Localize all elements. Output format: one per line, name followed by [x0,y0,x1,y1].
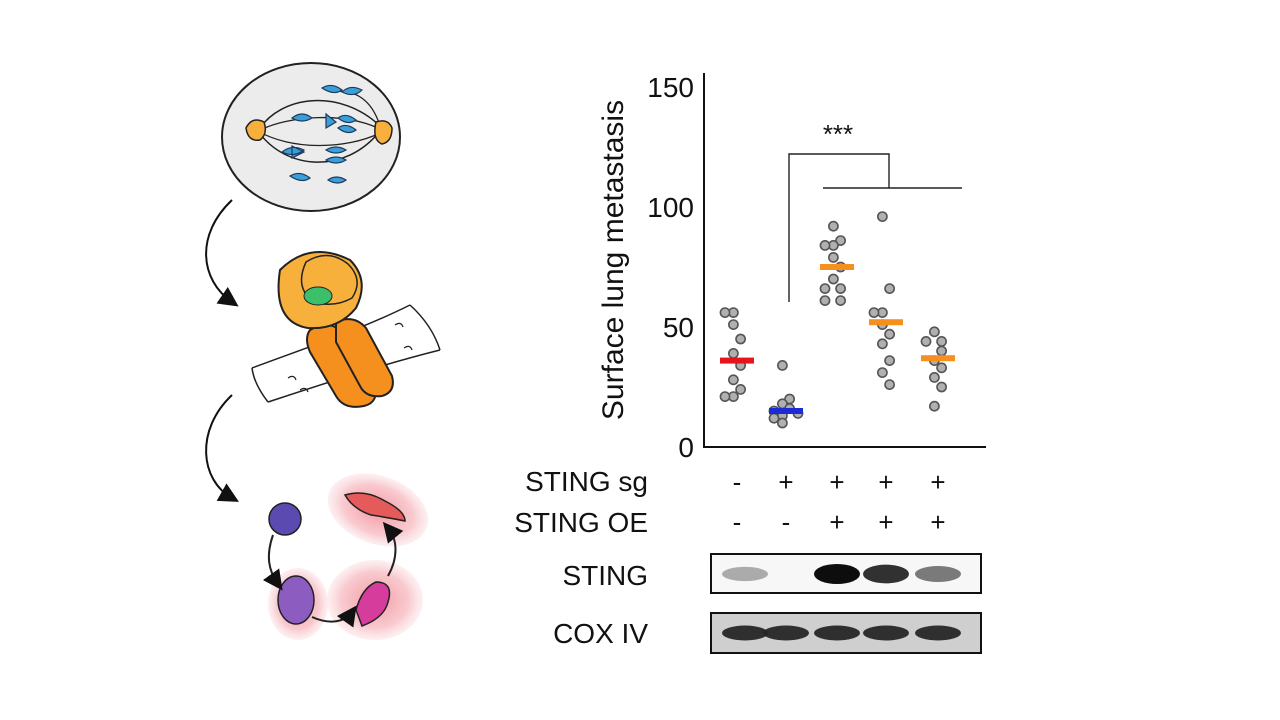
mean-bar [921,355,955,362]
blot-band [915,565,961,583]
data-point [884,328,895,340]
arrow-icon [205,199,239,307]
y-axis-label: Surface lung metastasis [597,100,630,420]
data-point [768,412,780,424]
blot-band [863,564,909,584]
data-point [835,295,846,306]
y-tick-label: 50 [663,312,694,343]
blot-band [722,625,768,641]
blot-band [722,566,768,582]
data-point [728,319,739,330]
sting-oe-label: STING OE [514,507,648,538]
mean-bars [720,264,955,414]
protein-complex-illustration [251,251,441,408]
data-point [819,295,831,306]
cell-icon [268,502,302,536]
sting-oe-sign: + [878,507,893,537]
blot-band [814,564,860,584]
arrow-icon [205,394,239,502]
blot-label-cox-iv: COX IV [553,618,648,649]
sting-sg-sign: + [829,467,844,497]
data-point [936,362,947,374]
y-tick-label: 0 [678,432,694,463]
data-point [835,283,846,294]
sting-sg-signs: - + + + + [733,467,946,497]
chromosome-icons [280,84,364,184]
data-point [777,359,788,371]
data-point [835,235,846,246]
ligand-icon [303,286,333,306]
data-point [728,374,739,386]
y-tick-label: 150 [647,72,694,103]
data-point [929,371,940,383]
sting-oe-signs: - - + + + [733,507,946,537]
data-points [719,211,947,429]
data-point [920,335,932,347]
data-point [884,283,895,294]
centrosome-icon [374,120,393,145]
western-blot: STING COX IV [553,553,982,654]
blot-label-sting: STING [562,560,648,591]
sting-oe-sign: + [829,507,844,537]
blot-band [814,625,860,641]
data-point [877,338,888,350]
mitosis-cell-illustration [221,62,401,212]
cox-iv-bands [722,625,961,641]
sting-sg-label: STING sg [525,466,648,497]
data-point [929,326,940,338]
significance-bracket [788,153,962,302]
sting-bands [722,564,961,584]
sting-oe-sign: - [733,507,742,537]
mean-bar [720,357,754,364]
data-point [728,347,739,359]
mean-bar [820,264,854,270]
data-point [868,307,880,318]
sting-sg-sign: - [733,467,742,497]
significance-label: *** [823,119,853,149]
sting-sg-sign: + [930,467,945,497]
data-point [735,333,746,345]
sting-sg-sign: + [778,467,793,497]
data-point [936,335,947,347]
data-point [936,345,947,357]
sting-oe-sign: + [930,507,945,537]
data-point [828,273,839,285]
data-point [819,283,831,294]
y-tick-label: 100 [647,192,694,223]
data-point [884,379,895,390]
blot-band [915,625,961,641]
data-point [719,307,731,318]
data-point [819,239,831,251]
data-point [877,367,888,378]
metastasis-cycle-illustration [262,473,429,640]
y-tick-labels: 0 50 100 150 [647,72,694,463]
data-point [719,391,731,402]
mean-bar [769,408,803,414]
data-point [929,400,940,412]
sting-oe-sign: - [782,507,791,537]
data-point [936,381,947,393]
data-point [877,211,888,222]
centrosome-icon [245,119,267,141]
blot-band [863,625,909,641]
data-point [884,355,895,366]
data-point [828,251,839,263]
mean-bar [869,319,903,326]
data-point [777,417,788,429]
data-point [735,383,746,395]
data-point [828,220,839,232]
scatter-chart: Surface lung metastasis 0 50 100 150 *** [597,72,986,463]
blot-band [763,625,809,641]
sting-sg-sign: + [878,467,893,497]
